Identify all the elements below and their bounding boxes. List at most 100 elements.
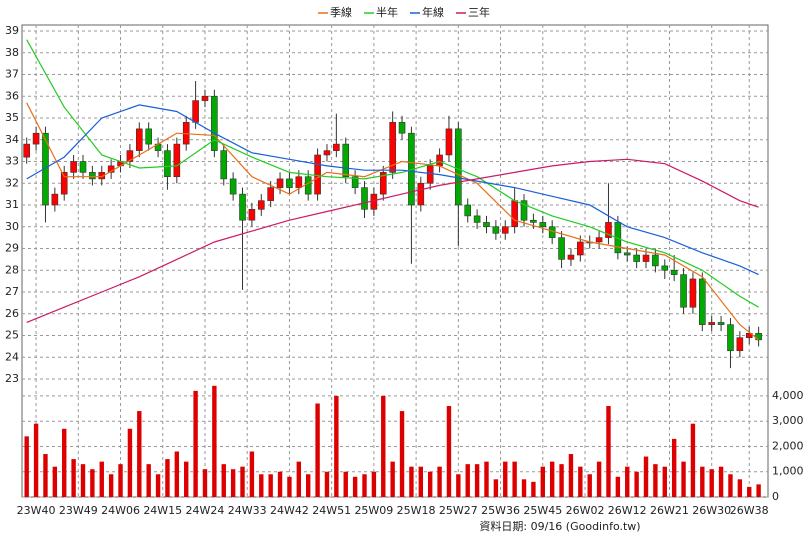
candle-body <box>455 128 462 206</box>
volume-bar <box>671 438 677 497</box>
volume-bar <box>493 479 499 497</box>
volume-bar <box>71 459 76 497</box>
candle-body <box>530 219 537 223</box>
x-tick-label: 25W18 <box>397 504 436 517</box>
volume-bar <box>137 411 142 497</box>
candle-body <box>173 143 181 178</box>
x-tick-label: 25W27 <box>439 504 478 517</box>
candle-body <box>295 176 303 188</box>
y-tick-label: 32 <box>5 176 19 189</box>
candle-body <box>661 265 669 271</box>
volume-bar <box>90 469 95 497</box>
legend-label: 年線 <box>422 5 444 19</box>
candle-body <box>164 150 171 178</box>
volume-bar <box>653 464 658 497</box>
volume-bar <box>240 466 245 497</box>
candle-body <box>257 200 265 210</box>
volume-bar <box>249 451 255 497</box>
candle-body <box>755 333 762 341</box>
candle-body <box>483 222 490 228</box>
volume-bar <box>99 461 104 497</box>
y-tick-label: 36 <box>5 89 19 102</box>
y2-tick-label: 3,000 <box>772 414 804 427</box>
candle-body <box>342 143 350 178</box>
ma-line <box>26 158 759 323</box>
candle-body <box>558 237 565 260</box>
volume-bar <box>62 428 67 497</box>
x-tick-label: 24W15 <box>143 504 182 517</box>
legend-label: 季線 <box>330 5 352 19</box>
volume-bar <box>193 390 198 497</box>
candle-body <box>670 269 678 275</box>
candle-body <box>370 193 378 210</box>
candle-body <box>727 324 734 352</box>
volume-bar <box>174 451 180 497</box>
volume-bar <box>287 476 292 497</box>
candle-body <box>126 150 134 162</box>
candle-body <box>70 161 77 173</box>
volume-bar <box>24 436 29 497</box>
candle-body <box>520 200 528 221</box>
volume-bar <box>700 466 705 497</box>
volume-bar <box>259 474 264 497</box>
volume-bar <box>324 471 330 497</box>
candle-body <box>745 333 753 338</box>
y-tick-label: 30 <box>5 220 19 233</box>
x-tick-label: 25W09 <box>354 504 393 517</box>
x-tick-label: 25W45 <box>523 504 562 517</box>
volume-bar <box>615 476 621 497</box>
candle-body <box>539 222 547 228</box>
candle-body <box>211 95 218 151</box>
volume-bar <box>343 471 348 497</box>
volume-bar <box>578 466 583 497</box>
candle-body <box>267 187 274 201</box>
candle-body <box>577 241 584 256</box>
volume-bar <box>80 464 86 497</box>
volume-bar <box>399 411 405 497</box>
ma-line <box>26 39 759 308</box>
candle-body <box>492 226 500 234</box>
volume-bar <box>756 484 761 497</box>
volume-bar <box>540 466 545 497</box>
x-tick-label: 26W38 <box>730 504 769 517</box>
candle-body <box>389 122 396 173</box>
volume-bar <box>127 428 133 497</box>
candle-body <box>304 176 312 195</box>
candle-body <box>473 215 481 223</box>
x-tick-label: 23W49 <box>59 504 98 517</box>
volume-bar <box>718 466 724 497</box>
volume-bar <box>334 395 339 497</box>
volume-bar <box>568 454 574 497</box>
volume-bar <box>33 423 39 497</box>
candle-body <box>323 150 331 156</box>
candle-body <box>351 176 359 188</box>
candle-body <box>192 100 199 123</box>
candle-body <box>398 122 406 134</box>
candle-body <box>135 128 143 151</box>
volume-bar <box>521 479 527 497</box>
candle-body <box>333 143 340 151</box>
footer: 資料日期: 09/16 (Goodinfo.tw) <box>479 519 640 533</box>
legend-label: 半年 <box>376 5 398 19</box>
candle-body <box>426 165 434 184</box>
volume-bar <box>146 464 151 497</box>
volume-bar <box>737 479 743 497</box>
volume-bar <box>108 474 114 497</box>
volume-bar <box>690 423 696 497</box>
volume-bar <box>362 474 367 497</box>
volume-bar <box>662 466 667 497</box>
x-tick-label: 26W30 <box>692 504 731 517</box>
volume-bar <box>437 466 442 497</box>
x-tick-label: 24W42 <box>270 504 309 517</box>
candle-body <box>445 128 453 156</box>
y-tick-label: 28 <box>5 263 19 276</box>
candle-body <box>79 161 87 173</box>
volume-bar <box>268 474 273 497</box>
volume-bar <box>456 474 461 497</box>
candle-body <box>699 278 706 325</box>
y2-tick-label: 2,000 <box>772 439 804 452</box>
volume-bar <box>52 466 58 497</box>
volume-bar <box>512 461 517 497</box>
volume-bar <box>118 464 123 497</box>
x-tick-label: 26W02 <box>566 504 605 517</box>
